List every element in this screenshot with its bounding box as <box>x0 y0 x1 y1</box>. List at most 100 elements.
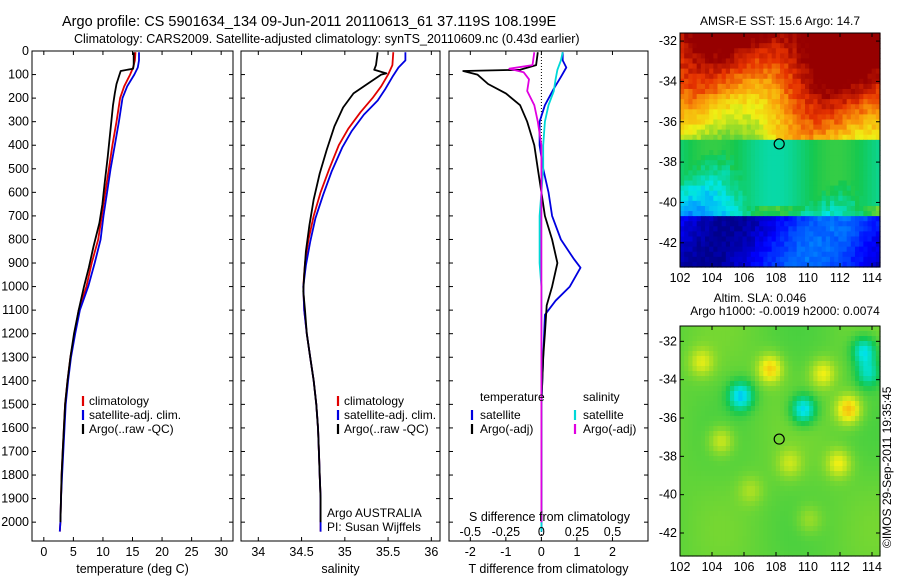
heatmap-cell <box>834 446 839 452</box>
heatmap-cell <box>842 83 848 90</box>
heatmap-cell <box>746 386 752 392</box>
heatmap-cell <box>680 421 685 427</box>
heatmap-cell <box>734 551 739 557</box>
heatmap-cell <box>830 38 835 44</box>
heatmap-cell <box>738 426 744 432</box>
heatmap-cell <box>738 416 744 422</box>
heatmap-cell <box>738 48 744 54</box>
heatmap-cell <box>834 129 839 136</box>
heatmap-cell <box>730 336 735 342</box>
heatmap-cell <box>734 155 739 161</box>
heatmap-cell <box>875 200 881 207</box>
heatmap-cell <box>867 396 873 402</box>
heatmap-cell <box>709 411 714 417</box>
heatmap-cell <box>800 38 806 44</box>
heatmap-cell <box>759 205 764 212</box>
heatmap-cell <box>721 456 727 462</box>
heatmap-cell <box>788 246 794 253</box>
heatmap-cell <box>800 331 806 337</box>
heatmap-cell <box>709 371 714 377</box>
heatmap-cell <box>692 144 698 151</box>
heatmap-cell <box>713 391 719 397</box>
heatmap-cell <box>788 486 794 492</box>
heatmap-cell <box>838 150 844 156</box>
heatmap-cell <box>805 396 810 402</box>
heatmap-cell <box>709 456 714 462</box>
heatmap-cell <box>784 476 789 482</box>
heatmap-cell <box>705 431 710 437</box>
heatmap-cell <box>800 496 806 502</box>
heatmap-cell <box>800 200 806 207</box>
heatmap-cell <box>750 231 756 238</box>
heatmap-cell <box>792 471 798 477</box>
heatmap-cell <box>825 386 831 392</box>
heatmap-cell <box>817 221 823 227</box>
heatmap-cell <box>688 83 694 90</box>
heatmap-cell <box>792 446 798 452</box>
heatmap-cell <box>859 119 864 126</box>
heatmap-cell <box>680 251 685 258</box>
heatmap-cell <box>684 195 689 202</box>
heatmap-cell <box>871 160 877 166</box>
heatmap-cell <box>709 516 714 522</box>
heatmap-cell <box>700 109 706 115</box>
heatmap-cell <box>771 134 777 141</box>
heatmap-cell <box>688 114 694 121</box>
heatmap-cell <box>705 195 710 202</box>
heatmap-cell <box>788 53 794 60</box>
heatmap-cell <box>759 88 764 95</box>
heatmap-cell <box>800 401 806 407</box>
heatmap-cell <box>800 511 806 517</box>
heatmap-cell <box>830 63 835 70</box>
heatmap-cell <box>800 48 806 54</box>
x-tick-label: 102 <box>670 560 691 574</box>
heatmap-cell <box>680 190 685 197</box>
heatmap-cell <box>742 361 748 367</box>
heatmap-cell <box>784 53 789 60</box>
heatmap-cell <box>875 401 881 407</box>
heatmap-cell <box>755 376 760 382</box>
heatmap-cell <box>830 341 835 347</box>
heatmap-cell <box>846 366 852 372</box>
heatmap-cell <box>780 221 785 227</box>
heatmap-cell <box>763 246 769 253</box>
heatmap-cell <box>834 491 839 497</box>
heatmap-cell <box>721 441 727 447</box>
heatmap-cell <box>842 491 848 497</box>
heatmap-cell <box>771 185 777 192</box>
heatmap-cell <box>875 150 881 156</box>
heatmap-cell <box>717 99 723 105</box>
heatmap-cell <box>742 431 748 437</box>
y-tick-label: -34 <box>659 373 677 387</box>
heatmap-cell <box>763 551 769 557</box>
heatmap-cell <box>809 170 814 177</box>
heatmap-cell <box>696 426 702 432</box>
heatmap-cell <box>721 226 727 232</box>
heatmap-cell <box>721 466 727 472</box>
heatmap-cell <box>771 33 777 39</box>
heatmap-cell <box>842 481 848 487</box>
heatmap-cell <box>692 386 698 392</box>
heatmap-cell <box>813 43 819 49</box>
heatmap-cell <box>696 411 702 417</box>
heatmap-cell <box>834 326 839 332</box>
heatmap-cell <box>767 326 773 332</box>
heatmap-cell <box>696 336 702 342</box>
heatmap-cell <box>750 451 756 457</box>
heatmap-cell <box>817 200 823 207</box>
heatmap-cell <box>805 200 810 207</box>
heatmap-cell <box>859 190 864 197</box>
heatmap-cell <box>763 541 769 547</box>
heatmap-cell <box>838 471 844 477</box>
heatmap-cell <box>813 411 819 417</box>
heatmap-cell <box>867 99 873 105</box>
heatmap-cell <box>846 165 852 171</box>
heatmap-cell <box>755 114 760 121</box>
heatmap-cell <box>692 124 698 131</box>
heatmap-cell <box>705 134 710 141</box>
heatmap-cell <box>838 496 844 502</box>
heatmap-cell <box>763 506 769 512</box>
heatmap-cell <box>705 241 710 248</box>
heatmap-cell <box>863 165 869 171</box>
heatmap-cell <box>834 531 839 537</box>
